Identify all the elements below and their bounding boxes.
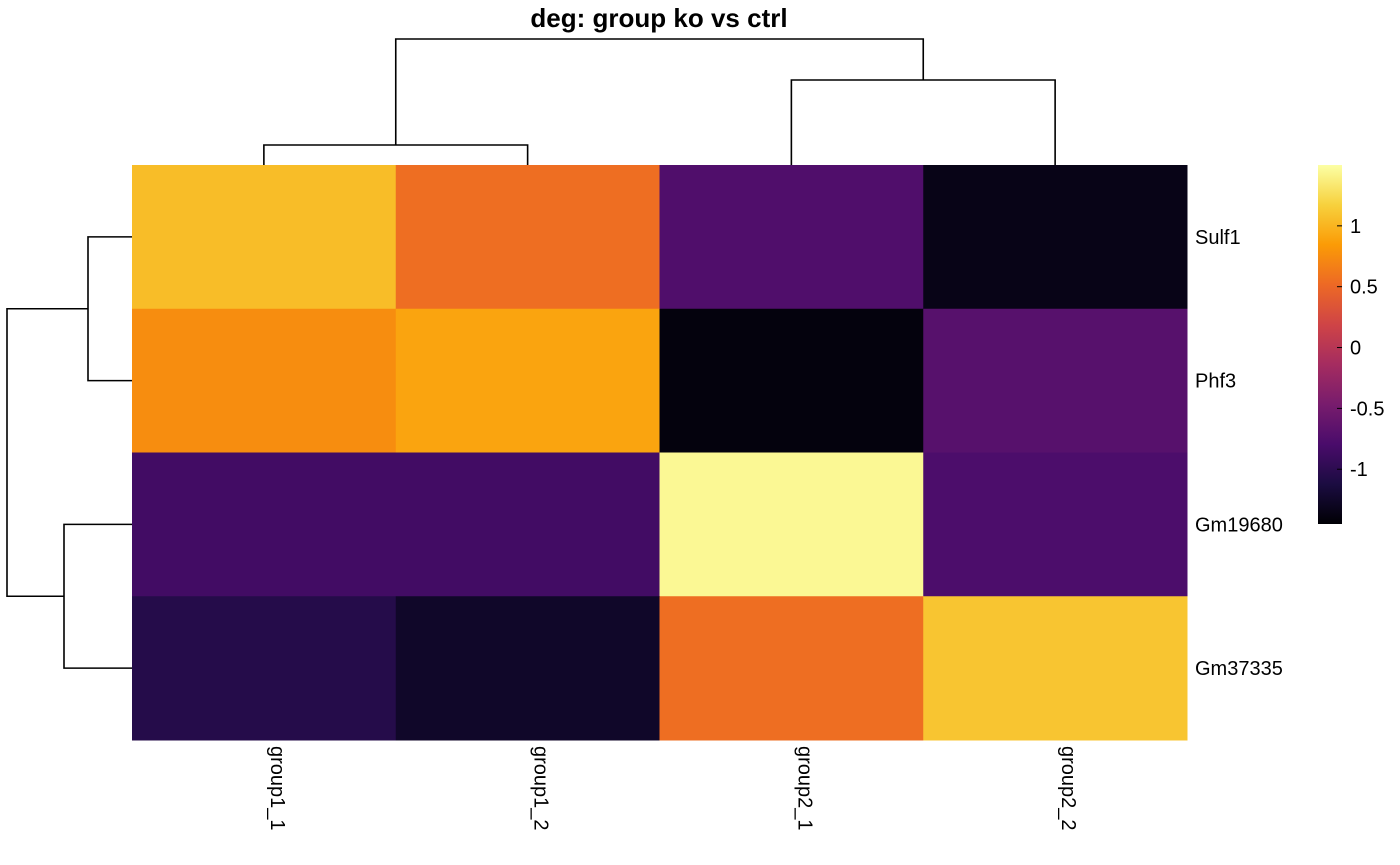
heatmap-cell (395, 308, 660, 453)
heatmap-cell (923, 308, 1188, 453)
row-dendrogram-branch (87, 236, 132, 382)
heatmap-cell (395, 452, 660, 597)
row-label: Phf3 (1195, 371, 1236, 393)
row-dendrogram (6, 236, 132, 669)
row-label: Gm19680 (1195, 514, 1283, 536)
colorbar-tick-label: 0 (1350, 338, 1361, 360)
heatmap-cell (395, 596, 660, 741)
colorbar: 1 0.5 0 -0.5 -1 (1318, 165, 1384, 524)
heatmap-cell (659, 165, 924, 310)
column-dendrogram-branch (263, 144, 529, 165)
colorbar-tick-label: 0.5 (1350, 277, 1378, 299)
heatmap-cell (659, 596, 924, 741)
heatmap-cell (132, 308, 397, 453)
column-labels: group1_1 group1_2 group2_1 group2_2 (266, 746, 1079, 831)
row-dendrogram-branch (6, 307, 88, 598)
colorbar-tick-label: -0.5 (1350, 398, 1384, 420)
column-dendrogram-branch (394, 38, 925, 145)
heatmap-cell (132, 452, 397, 597)
column-label: group1_2 (530, 746, 552, 831)
column-label: group2_2 (1057, 746, 1079, 831)
heatmap-cell (132, 165, 397, 310)
row-label: Sulf1 (1195, 227, 1241, 249)
colorbar-gradient (1318, 165, 1342, 524)
colorbar-tick-label: 1 (1350, 216, 1361, 238)
column-label: group1_1 (266, 746, 288, 831)
chart-title: deg: group ko vs ctrl (530, 3, 787, 33)
colorbar-tick-label: -1 (1350, 459, 1368, 481)
row-label: Gm37335 (1195, 658, 1283, 680)
heatmap-cell (923, 452, 1188, 597)
column-dendrogram (263, 38, 1056, 165)
row-dendrogram-branch (63, 523, 132, 669)
heatmap-cell (132, 596, 397, 741)
column-dendrogram-branch (790, 79, 1056, 165)
heatmap-cell (659, 452, 924, 597)
heatmap-cell (659, 308, 924, 453)
column-label: group2_1 (793, 746, 815, 831)
heatmap-cell (923, 165, 1188, 310)
heatmap-cell (395, 165, 660, 310)
heatmap-cells (132, 165, 1188, 741)
heatmap-cell (923, 596, 1188, 741)
row-labels: Sulf1 Phf3 Gm19680 Gm37335 (1195, 227, 1283, 680)
